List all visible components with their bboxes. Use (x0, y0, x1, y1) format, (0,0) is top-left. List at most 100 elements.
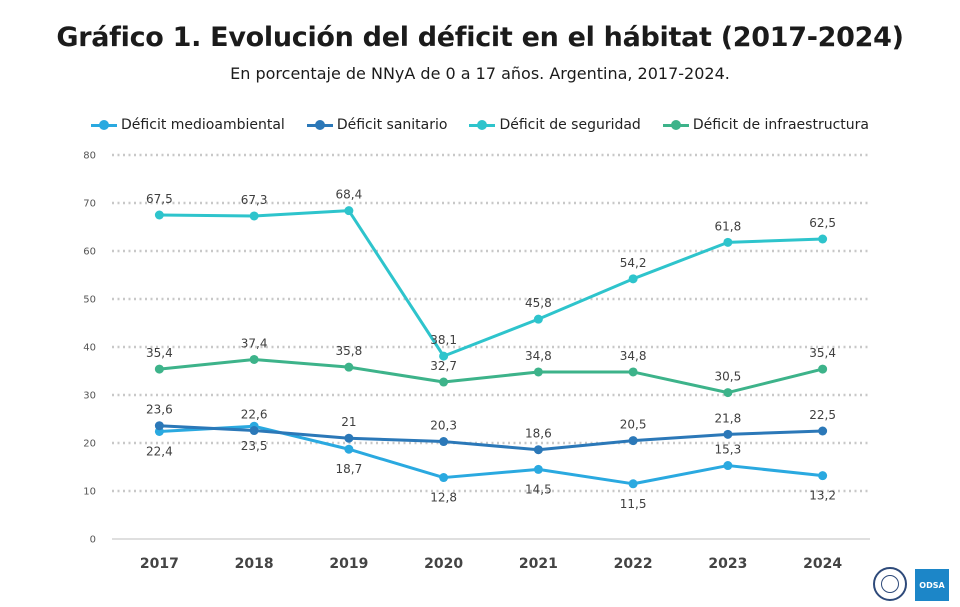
data-label: 32,7 (430, 359, 457, 373)
data-label: 14,5 (525, 482, 552, 496)
data-label: 12,8 (430, 491, 457, 505)
data-label: 21 (341, 415, 356, 429)
data-label: 68,4 (336, 188, 363, 202)
data-point (439, 437, 449, 447)
data-label: 18,7 (336, 462, 363, 476)
data-point (723, 237, 733, 247)
x-tick-label: 2023 (708, 556, 747, 572)
y-tick-label: 60 (83, 247, 96, 258)
data-point (154, 421, 164, 431)
data-label: 45,8 (525, 296, 552, 310)
data-label: 62,5 (809, 216, 836, 230)
data-label: 61,8 (715, 219, 742, 233)
data-point (818, 364, 828, 374)
data-point (628, 436, 638, 446)
legend-label-sanitario: Déficit sanitario (336, 117, 448, 133)
data-label: 35,8 (336, 344, 363, 358)
chart-title: Gráfico 1. Evolución del déficit en el h… (56, 22, 904, 53)
x-tick-label: 2019 (329, 556, 368, 572)
data-point (628, 479, 638, 489)
x-tick-label: 2017 (140, 556, 179, 572)
data-point (249, 354, 259, 364)
y-tick-label: 30 (83, 391, 96, 402)
y-tick-label: 10 (83, 487, 96, 498)
data-point (249, 211, 259, 221)
data-point (154, 210, 164, 220)
series-line (159, 357, 823, 395)
legend-swatch-medioambiental (91, 119, 118, 131)
data-point (628, 367, 638, 377)
data-label: 21,8 (715, 411, 742, 425)
data-label: 20,5 (620, 418, 647, 432)
data-point (818, 471, 828, 481)
legend-swatch-infraestructura (662, 119, 689, 131)
data-label: 54,2 (620, 256, 647, 270)
x-tick-label: 2020 (424, 556, 463, 572)
data-point (533, 314, 543, 324)
legend-label-infraestructura: Déficit de infraestructura (692, 117, 869, 133)
legend-swatch-sanitario (306, 119, 333, 131)
y-tick-label: 80 (83, 151, 96, 162)
y-tick-label: 40 (83, 343, 96, 354)
data-label: 15,3 (715, 443, 742, 457)
data-label: 67,3 (241, 193, 268, 207)
data-label: 23,6 (146, 403, 173, 417)
chart-subtitle: En porcentaje de NNyA de 0 a 17 años. Ar… (230, 64, 730, 83)
data-point (344, 362, 354, 372)
data-label: 18,6 (525, 427, 552, 441)
data-point (628, 274, 638, 284)
data-point (723, 388, 733, 398)
y-tick-label: 20 (83, 439, 96, 450)
data-label: 22,5 (809, 408, 836, 422)
data-label: 20,3 (430, 419, 457, 433)
data-label: 23,5 (241, 439, 268, 453)
y-tick-label: 70 (83, 199, 96, 210)
data-label: 13,2 (809, 489, 836, 503)
chart-legend: Déficit medioambiental Déficit sanitario… (0, 117, 960, 133)
legend-item-infraestructura: Déficit de infraestructura (662, 117, 869, 133)
data-label: 38,1 (430, 333, 457, 347)
data-point (249, 426, 259, 436)
odsa-logo: ODSA (915, 569, 949, 601)
data-label: 34,8 (525, 349, 552, 363)
y-tick-label: 50 (83, 295, 96, 306)
data-point (533, 445, 543, 455)
legend-label-seguridad: Déficit de seguridad (499, 117, 641, 133)
legend-item-seguridad: Déficit de seguridad (469, 117, 641, 133)
y-tick-label: 0 (90, 535, 96, 546)
legend-label-medioambiental: Déficit medioambiental (121, 117, 285, 133)
data-label: 67,5 (146, 192, 173, 206)
data-point (439, 351, 449, 361)
data-point (439, 473, 449, 483)
data-point (439, 377, 449, 387)
x-tick-label: 2018 (235, 556, 274, 572)
x-tick-label: 2021 (519, 556, 558, 572)
data-point (344, 433, 354, 443)
data-label: 30,5 (715, 370, 742, 384)
x-tick-label: 2022 (614, 556, 653, 572)
series-line (159, 209, 823, 358)
data-point (533, 464, 543, 474)
data-label: 37,4 (241, 336, 268, 350)
data-point (533, 367, 543, 377)
data-label: 34,8 (620, 349, 647, 363)
data-label: 22,6 (241, 408, 268, 422)
legend-item-medioambiental: Déficit medioambiental (91, 117, 285, 133)
data-point (723, 429, 733, 439)
series-line (159, 424, 823, 452)
legend-swatch-seguridad (469, 119, 496, 131)
series-line (159, 424, 823, 486)
data-label: 35,4 (146, 346, 173, 360)
data-label: 22,4 (146, 444, 173, 458)
data-point (723, 461, 733, 471)
data-label: 11,5 (620, 497, 647, 511)
data-point (344, 206, 354, 216)
data-point (154, 364, 164, 374)
university-seal-icon (873, 567, 907, 601)
data-point (818, 234, 828, 244)
data-point (818, 426, 828, 436)
data-label: 35,4 (809, 346, 836, 360)
legend-item-sanitario: Déficit sanitario (306, 117, 448, 133)
data-point (344, 444, 354, 454)
